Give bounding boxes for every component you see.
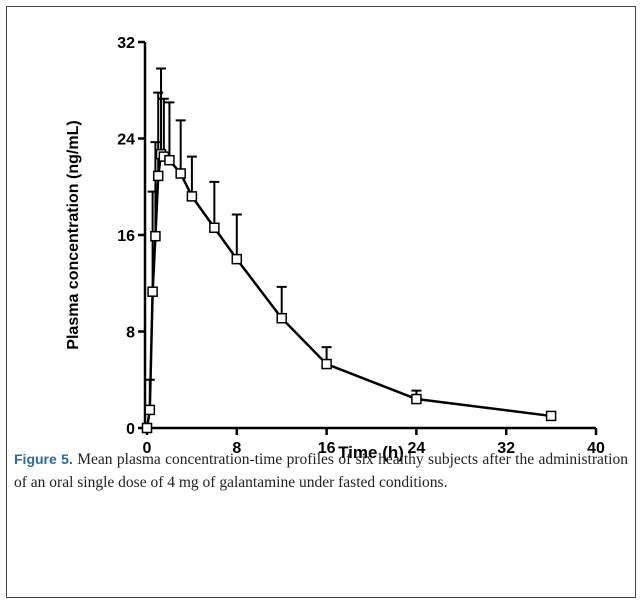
- marker: [186, 191, 198, 202]
- y-tick-label: 16: [117, 228, 135, 245]
- marker: [147, 286, 158, 297]
- data-line: [145, 151, 552, 429]
- marker: [276, 312, 287, 324]
- error-bar: [175, 119, 186, 174]
- y-tick-label: 0: [126, 421, 135, 438]
- marker: [231, 253, 243, 265]
- error-bar: [156, 67, 167, 155]
- error-bar: [164, 101, 175, 161]
- y-tick-label: 8: [126, 325, 135, 342]
- figure-frame: [6, 6, 636, 598]
- x-tick-label: 0: [143, 440, 152, 457]
- error-bar: [231, 213, 242, 260]
- caption-label: Figure 5.: [14, 451, 73, 467]
- marker: [411, 393, 422, 405]
- error-bar: [186, 155, 197, 197]
- chart: Time (h) Plasma concentration (ng/mL) 0 8…: [65, 35, 605, 462]
- y-axis-label: Plasma concentration (ng/mL): [65, 120, 82, 349]
- x-tick-label: 24: [408, 440, 426, 457]
- x-tick-label: 8: [232, 440, 241, 457]
- caption: Figure 5. Mean plasma concentration-time…: [14, 448, 628, 494]
- error-bar: [158, 97, 169, 157]
- x-tick-label: 16: [318, 440, 336, 457]
- x-tick-label: 32: [497, 440, 515, 457]
- marker: [209, 222, 220, 234]
- y-tick-label: 32: [117, 35, 135, 52]
- marker: [152, 170, 164, 182]
- marker: [150, 230, 161, 242]
- marker: [141, 422, 153, 434]
- caption-text: Mean plasma concentration-time profiles …: [14, 451, 628, 491]
- x-axis-label: Time (h): [338, 443, 404, 462]
- marker: [144, 404, 156, 416]
- marker: [545, 410, 557, 422]
- y-tick-label: 24: [117, 132, 135, 149]
- marker: [175, 168, 186, 179]
- marker: [321, 358, 332, 370]
- x-tick-label: 40: [587, 440, 605, 457]
- error-bar: [209, 180, 220, 228]
- marker: [164, 154, 175, 166]
